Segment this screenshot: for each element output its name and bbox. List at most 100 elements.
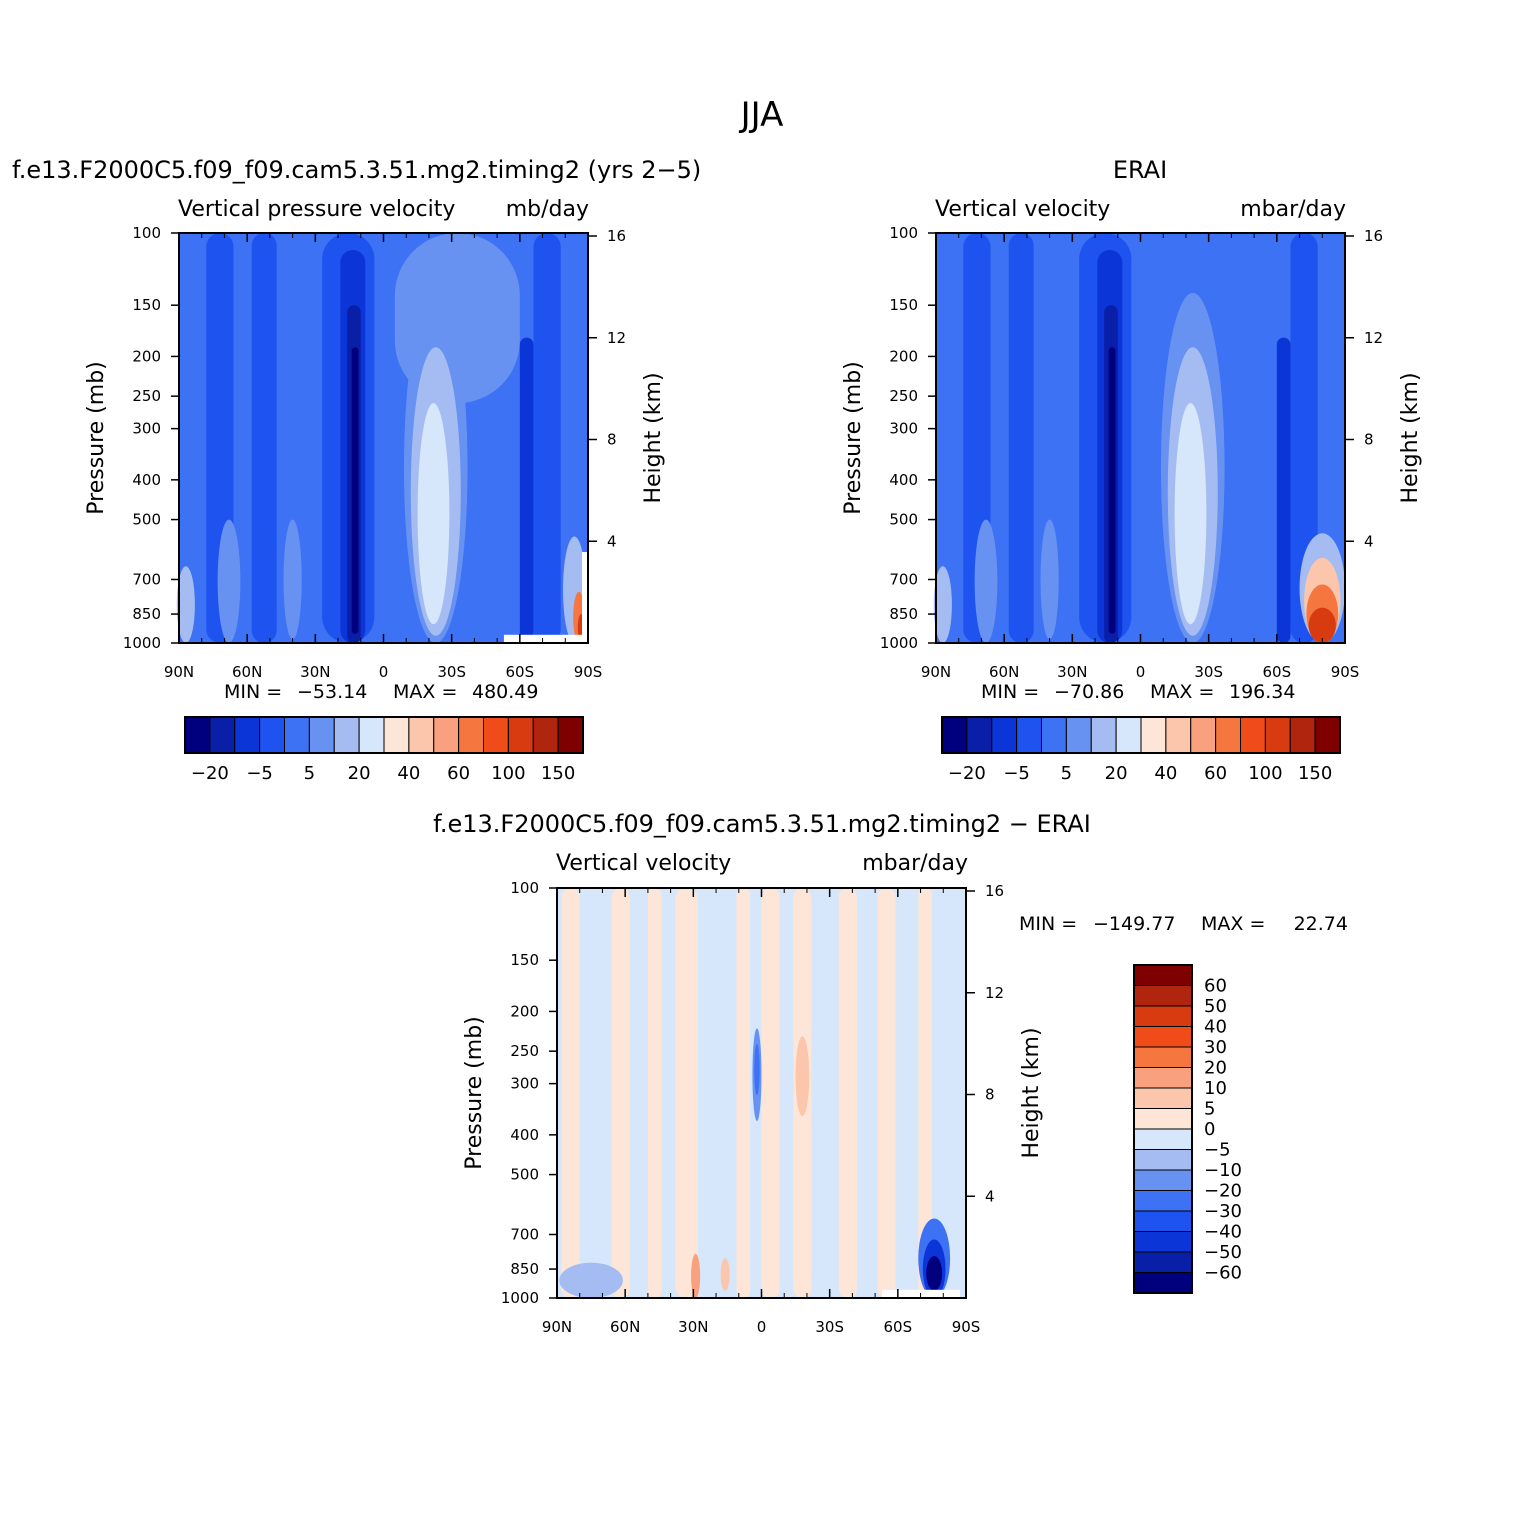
colorbar-label: −60: [1204, 1263, 1242, 1284]
x-tick-label: 30N: [300, 663, 330, 681]
contour-region: [217, 519, 241, 643]
colorbar-box: [1240, 716, 1266, 754]
colorbar-box: [1165, 716, 1192, 754]
colorbar-label: 40: [1154, 763, 1177, 784]
colorbar-box: [1041, 716, 1067, 754]
colorbar-box: [1133, 1087, 1193, 1109]
colorbar-box: [1133, 1272, 1193, 1294]
colorbar-label: 150: [541, 763, 575, 784]
colorbar-box: [1133, 1169, 1193, 1191]
y-tick-label: 100: [132, 224, 161, 242]
colorbar-box: [1115, 716, 1142, 754]
y-tick-label: 700: [132, 570, 161, 588]
stats-max-model: 480.49: [472, 681, 538, 703]
colorbar-box: [1133, 1067, 1193, 1089]
x-tick-label: 30S: [815, 1318, 844, 1336]
colorbar-box: [284, 716, 310, 754]
y-tick-label: 850: [510, 1260, 539, 1278]
colorbar-box: [1133, 1190, 1193, 1212]
colorbar-label: 60: [1204, 976, 1227, 997]
y-right-tick-label: 8: [607, 431, 617, 449]
right-string-erai: mbar/day: [1240, 197, 1346, 222]
colorbar-box: [1133, 1026, 1193, 1048]
left-string-model: Vertical pressure velocity: [178, 197, 455, 222]
plot-area-erai: 90N 60N 30N 0 30S 60S 90S 100 150 200 250 300 400 500…: [880, 224, 1383, 681]
colorbar-label: 5: [1061, 763, 1072, 784]
stats-min-label-diff: MIN =: [1019, 913, 1077, 935]
ylabel-right-erai: Height (km): [1398, 372, 1423, 503]
y-tick-label: 500: [132, 511, 161, 529]
y-right-tick-label: 16: [1364, 227, 1383, 245]
x-tick-label: 30S: [437, 663, 466, 681]
colorbar-label: 40: [397, 763, 420, 784]
y-tick-label: 1000: [880, 634, 918, 652]
y-tick-label: 300: [132, 420, 161, 438]
contour-region: [1276, 337, 1291, 643]
colorbar-label: −30: [1204, 1201, 1242, 1222]
right-string-model: mb/day: [506, 197, 589, 222]
colorbar-box: [358, 716, 385, 754]
contour-region: [877, 888, 896, 1298]
colorbar-box: [557, 716, 584, 754]
x-tick-label: 60S: [1263, 663, 1292, 681]
ylabel-right-model: Height (km): [641, 372, 666, 503]
stats-min-diff: −149.77: [1093, 913, 1175, 935]
contour-region: [926, 1256, 943, 1291]
missing-data-mask: [503, 634, 584, 643]
colorbar-box: [1133, 1128, 1193, 1150]
colorbar-frame: [1133, 964, 1193, 1294]
x-tick-label: 90N: [921, 663, 951, 681]
x-tick-label: 90S: [1331, 663, 1360, 681]
contour-region: [838, 888, 857, 1298]
panel-erai: ERAI Vertical velocity mbar/day 90N 60N 30…: [841, 156, 1423, 784]
colorbar-label: 5: [1204, 1099, 1215, 1120]
x-tick-label: 60S: [506, 663, 535, 681]
contour-region: [1008, 233, 1034, 643]
colorbar-box: [1016, 716, 1042, 754]
colorbar-box: [483, 716, 509, 754]
colorbar-label: 20: [348, 763, 371, 784]
stats-min-label-erai: MIN =: [981, 681, 1039, 703]
colorbar-box: [1264, 716, 1291, 754]
colorbar-label: 100: [491, 763, 525, 784]
colorbar-box: [532, 716, 559, 754]
y-tick-label: 150: [132, 296, 161, 314]
colorbar-label: −20: [1204, 1181, 1242, 1202]
panel-title-diff: f.e13.F2000C5.f09_f09.cam5.3.51.mg2.timi…: [433, 810, 1091, 838]
colorbar-box: [1090, 716, 1117, 754]
x-tick-label: 90N: [164, 663, 194, 681]
contour-region: [1290, 233, 1318, 643]
contour-region: [933, 566, 952, 643]
left-string-diff: Vertical velocity: [556, 851, 731, 876]
y-tick-label: 200: [510, 1002, 539, 1020]
colorbar-erai: −20 −5 5 20 40 60 100 150: [941, 716, 1341, 784]
contour-region: [720, 1258, 730, 1291]
colorbar-box: [1140, 716, 1167, 754]
colorbar-label: −20: [191, 763, 229, 784]
colorbar-box: [458, 716, 484, 754]
y-tick-label: 700: [889, 570, 918, 588]
contour-region: [417, 403, 450, 625]
stats-min-model: −53.14: [297, 681, 367, 703]
contour-region: [918, 888, 932, 1298]
colorbar-box: [1133, 1149, 1193, 1171]
colorbar-box: [1133, 1046, 1193, 1068]
left-string-erai: Vertical velocity: [935, 197, 1110, 222]
contour-region: [559, 1262, 623, 1298]
colorbar-box: [408, 716, 435, 754]
colorbar-box: [1133, 985, 1193, 1007]
contour-region: [351, 347, 359, 634]
stats-max-label-model: MAX =: [393, 681, 457, 703]
colorbar-box: [259, 716, 285, 754]
colorbar-label: 0: [1204, 1119, 1215, 1140]
contour-region: [611, 888, 630, 1298]
colorbar-box: [1289, 716, 1316, 754]
contour-region: [761, 888, 780, 1298]
colorbar-label: −5: [1003, 763, 1030, 784]
y-tick-label: 850: [132, 605, 161, 623]
missing-data-mask: [582, 552, 588, 643]
contour-region: [251, 233, 277, 643]
stats-max-diff: 22.74: [1294, 913, 1348, 935]
figure-title: JJA: [739, 95, 784, 135]
y-tick-label: 200: [889, 347, 918, 365]
